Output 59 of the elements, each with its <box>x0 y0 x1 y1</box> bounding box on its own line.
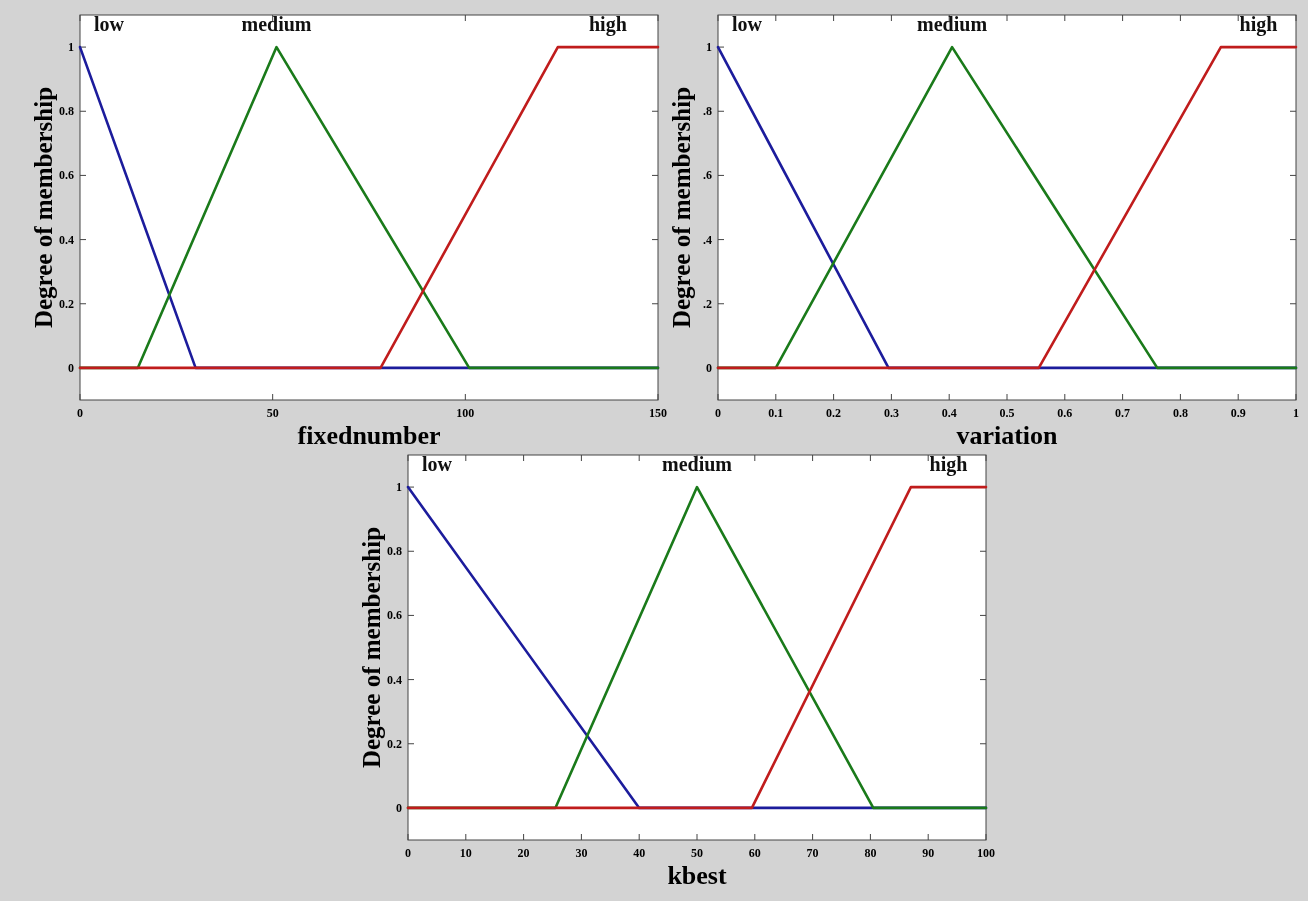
x-tick-label: 0.7 <box>1115 406 1131 420</box>
y-tick-label: 0 <box>396 800 402 815</box>
x-tick-label: 0 <box>715 406 721 420</box>
y-tick-label: .2 <box>703 296 712 311</box>
series-label: medium <box>241 13 312 36</box>
y-tick-label: 1 <box>68 40 74 55</box>
series-label: low <box>732 13 763 36</box>
y-tick-label: 0 <box>68 360 74 375</box>
series-label: medium <box>662 453 733 476</box>
y-tick-label: .8 <box>703 104 712 119</box>
x-tick-label: 100 <box>977 846 995 860</box>
x-tick-label: 0.3 <box>883 406 899 420</box>
x-tick-label: 100 <box>456 406 475 420</box>
x-tick-label: 0 <box>405 846 411 860</box>
y-tick-label: 1 <box>706 40 712 55</box>
x-tick-label: 60 <box>748 846 761 860</box>
series-label: medium <box>917 13 988 36</box>
y-axis-title: Degree of membership <box>30 86 57 329</box>
series-label: high <box>1239 13 1278 37</box>
x-tick-label: 80 <box>864 846 877 860</box>
x-tick-label: 0.1 <box>768 406 784 420</box>
y-tick-label: 0.2 <box>387 736 402 751</box>
x-tick-label: 70 <box>806 846 819 860</box>
x-tick-label: 150 <box>649 406 667 420</box>
y-tick-label: 0.8 <box>59 104 74 119</box>
x-tick-label: 20 <box>517 846 530 860</box>
y-tick-label: 0.6 <box>59 168 74 183</box>
y-axis-title: Degree of membership <box>668 86 695 329</box>
series-label: low <box>422 453 453 476</box>
series-label: low <box>94 13 125 36</box>
x-axis-title: variation <box>956 421 1059 450</box>
y-tick-label: .6 <box>703 168 712 183</box>
series-label: high <box>589 13 627 37</box>
y-tick-label: 0.8 <box>387 544 402 559</box>
y-tick-label: 0.6 <box>387 608 402 623</box>
y-tick-label: 0 <box>706 360 712 375</box>
x-tick-label: 40 <box>633 846 646 860</box>
series-label: high <box>929 453 968 477</box>
x-axis-title: fixednumber <box>297 421 441 450</box>
x-tick-label: 0.2 <box>826 406 842 420</box>
x-tick-label: 0.8 <box>1172 406 1188 420</box>
x-tick-label: 90 <box>922 846 935 860</box>
x-tick-label: 1 <box>1293 406 1299 420</box>
y-tick-label: 1 <box>396 480 402 495</box>
x-tick-label: 50 <box>266 406 279 420</box>
y-axis-title: Degree of membership <box>358 526 385 769</box>
x-tick-label: 0.5 <box>999 406 1015 420</box>
x-tick-label: 30 <box>575 846 588 860</box>
y-tick-label: 0.2 <box>59 296 74 311</box>
x-axis-title: kbest <box>667 861 727 890</box>
x-tick-label: 0.6 <box>1057 406 1073 420</box>
x-tick-label: 0.9 <box>1230 406 1246 420</box>
y-tick-label: .4 <box>703 232 712 247</box>
x-tick-label: 50 <box>691 846 703 860</box>
x-tick-label: 10 <box>459 846 472 860</box>
y-tick-label: 0.4 <box>387 672 402 687</box>
x-tick-label: 0 <box>77 406 83 420</box>
x-tick-label: 0.4 <box>941 406 957 420</box>
y-tick-label: 0.4 <box>59 232 74 247</box>
